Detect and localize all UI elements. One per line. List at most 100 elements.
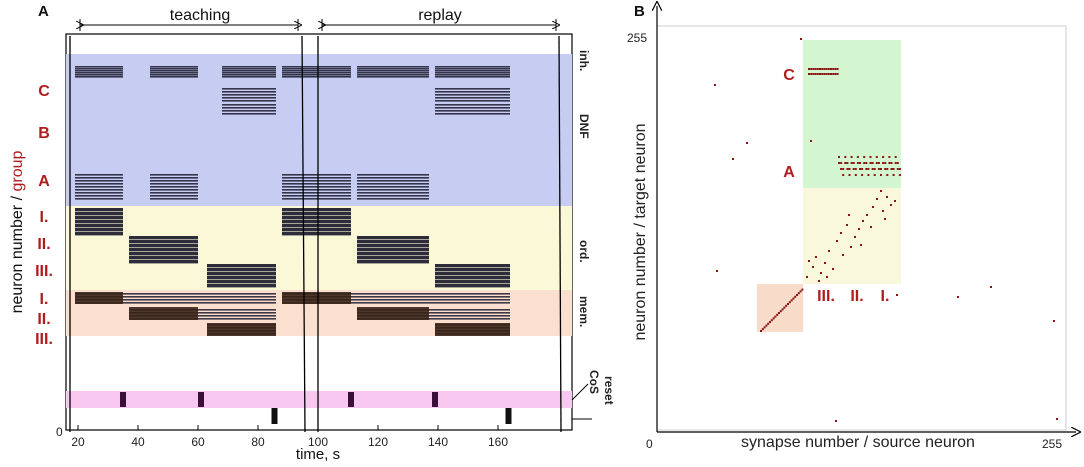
weight-diag-10 bbox=[778, 312, 780, 314]
spike-row-mem_I-1-3 bbox=[282, 302, 510, 304]
spike-row-dnf_C-0-6 bbox=[222, 107, 276, 109]
spike-row-dnf_C-0-7 bbox=[222, 110, 276, 112]
group-label-mem-2: II. bbox=[37, 311, 50, 328]
weight-stray-144 bbox=[746, 142, 748, 144]
spike-row-inh-5-2 bbox=[435, 70, 510, 72]
spike-row-dnf_A-2-2 bbox=[282, 180, 351, 182]
weight-c-25 bbox=[810, 68, 813, 70]
spike-row-dnf_A-3-1 bbox=[357, 177, 429, 179]
weight-a-104 bbox=[884, 168, 887, 170]
cos-marker-2 bbox=[348, 392, 354, 407]
weight-c-41 bbox=[814, 73, 817, 75]
weight-a-98 bbox=[871, 168, 874, 170]
weight-a-76 bbox=[888, 156, 891, 158]
ylabel-group: group bbox=[9, 151, 26, 192]
weight-a-111 bbox=[898, 174, 901, 176]
weight-ord-123 bbox=[854, 236, 856, 238]
spike-row-ord_I-0-2 bbox=[75, 216, 123, 220]
weight-diag-22 bbox=[799, 290, 802, 293]
mem-block bbox=[757, 284, 803, 332]
weight-a-80 bbox=[896, 162, 899, 164]
spike-row-mem_I-0-1 bbox=[75, 296, 276, 298]
weight-a-89 bbox=[852, 168, 855, 170]
spike-row-dnf_A-2-8 bbox=[282, 198, 351, 200]
weight-ord-137 bbox=[818, 280, 820, 282]
y-axis-zero: 0 bbox=[56, 425, 63, 439]
spike-row-dnf_A-2-7 bbox=[282, 195, 351, 197]
spike-row-dnf_A-0-3 bbox=[75, 183, 123, 185]
x-tick-0: 0 bbox=[646, 437, 653, 451]
spike-row-dnf_A-1-1 bbox=[150, 177, 198, 179]
weight-diag-18 bbox=[792, 297, 795, 300]
weight-ord-115 bbox=[820, 272, 822, 274]
spike-row-mem_I-1-0 bbox=[282, 293, 510, 295]
spike-row-inh-0-5 bbox=[75, 76, 123, 78]
spike-row-mem_I-0-3 bbox=[75, 302, 276, 304]
spike-row-ord_III-1-2 bbox=[435, 272, 510, 276]
reset-marker-0 bbox=[271, 408, 278, 424]
spike-row-dnf_A-3-7 bbox=[357, 195, 429, 197]
weight-stray-145 bbox=[716, 270, 718, 272]
spike-row-inh-2-1 bbox=[222, 68, 276, 70]
weight-a-65 bbox=[865, 162, 868, 164]
weight-a-78 bbox=[892, 168, 895, 170]
weight-stray-150 bbox=[896, 294, 898, 296]
spike-row-ord_II-1-1 bbox=[357, 240, 429, 244]
spike-row-dnf_A-1-0 bbox=[150, 174, 198, 176]
spike-row-dnf_C-0-5 bbox=[222, 104, 276, 106]
weight-a-109 bbox=[894, 162, 897, 164]
spike-row-dnf_A-0-8 bbox=[75, 198, 123, 200]
weight-diag-15 bbox=[787, 303, 789, 305]
weight-ord-126 bbox=[866, 214, 868, 216]
weight-c-48 bbox=[830, 73, 832, 75]
raster-spikes bbox=[75, 66, 512, 424]
weight-a-55 bbox=[844, 156, 847, 158]
x-tick-255: 255 bbox=[1042, 437, 1062, 451]
weight-a-90 bbox=[854, 174, 857, 176]
spike-row-ord_III-1-0 bbox=[435, 264, 510, 268]
spike-row-ord_III-1-3 bbox=[435, 276, 510, 280]
weight-a-107 bbox=[890, 168, 893, 170]
panel-a-xlabel: time, s bbox=[296, 446, 340, 463]
mem-onset-block-1 bbox=[282, 292, 351, 304]
spike-row-inh-1-3 bbox=[150, 72, 198, 74]
b-group-label-ord-2: II. bbox=[850, 288, 863, 305]
spike-row-ord_I-1-2 bbox=[282, 216, 351, 220]
weight-c-42 bbox=[816, 73, 819, 75]
weight-a-60 bbox=[854, 168, 857, 170]
spike-row-ord_II-0-3 bbox=[129, 248, 198, 252]
spike-row-dnf_A-0-4 bbox=[75, 186, 123, 188]
group-label-ord-1: I. bbox=[40, 209, 49, 226]
spike-row-mem_II-0-1 bbox=[129, 312, 276, 314]
weight-stray-151 bbox=[835, 420, 837, 422]
weight-a-110 bbox=[896, 168, 899, 170]
weight-a-102 bbox=[880, 174, 882, 176]
panel-a-ylabel: neuron number / group bbox=[9, 151, 26, 314]
spike-row-dnf_C-0-4 bbox=[222, 100, 276, 102]
group-label-b: B bbox=[38, 125, 50, 142]
spike-row-dnf_A-0-1 bbox=[75, 177, 123, 179]
weight-c-44 bbox=[821, 73, 824, 75]
weight-a-69 bbox=[873, 168, 876, 170]
weight-a-108 bbox=[892, 174, 895, 176]
spike-row-mem_II-1-2 bbox=[357, 315, 510, 317]
panel-a: A teaching replay neuron number / group … bbox=[9, 3, 616, 463]
spike-row-inh-4-3 bbox=[357, 72, 429, 74]
spike-row-ord_I-1-6 bbox=[282, 232, 351, 236]
spike-row-dnf_A-1-3 bbox=[150, 183, 198, 185]
weight-a-64 bbox=[863, 156, 866, 158]
weight-ord-127 bbox=[872, 206, 874, 208]
weight-a-71 bbox=[877, 162, 880, 164]
weight-diag-13 bbox=[783, 306, 786, 309]
weight-stray-147 bbox=[957, 296, 959, 298]
x-tick-label-20: 20 bbox=[71, 435, 85, 449]
spike-row-dnf_A-2-4 bbox=[282, 186, 351, 188]
spike-row-ord_I-1-1 bbox=[282, 212, 351, 216]
weight-c-36 bbox=[834, 68, 837, 70]
spike-row-ord_I-1-5 bbox=[282, 228, 351, 232]
weight-a-56 bbox=[846, 162, 849, 164]
weight-c-31 bbox=[823, 68, 826, 70]
spike-row-ord_III-0-1 bbox=[207, 268, 276, 272]
spike-row-mem_II-1-3 bbox=[357, 318, 510, 320]
